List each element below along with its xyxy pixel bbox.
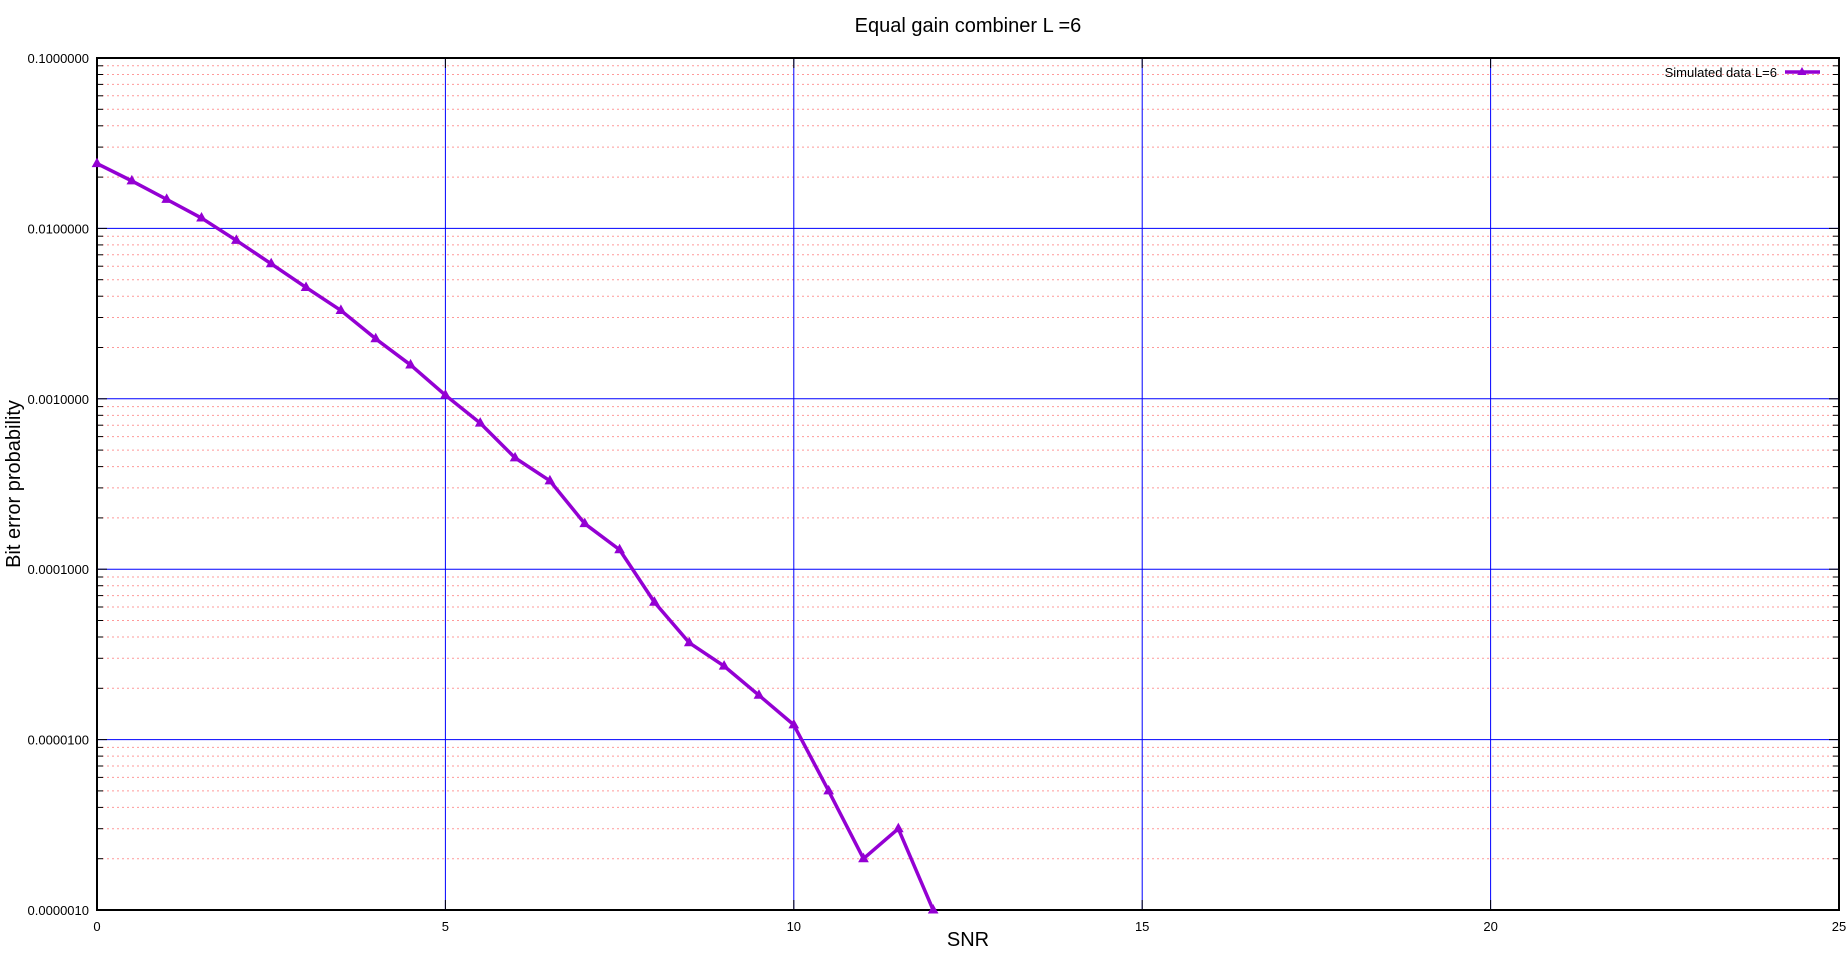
data-point [300,281,312,291]
data-point [440,389,451,399]
data-point [126,174,138,185]
data-point [683,636,695,647]
data-point [405,358,416,369]
data-point [753,689,765,699]
x-tick-label: 15 [1135,919,1149,934]
x-axis-title: SNR [947,929,989,951]
x-tick-label: 5 [442,919,449,934]
y-tick-label: 0.0100000 [28,221,89,236]
y-axis-title: Bit error probability [3,400,25,568]
data-point [370,332,382,343]
y-tick-label: 0.0001000 [28,562,89,577]
series-layer [91,157,939,914]
data-point [161,193,173,203]
data-point [335,304,347,314]
data-point [544,474,556,485]
legend-label: Simulated data L=6 [1665,65,1777,80]
data-point [892,822,904,833]
data-point [231,234,242,244]
y-tick-label: 0.0010000 [28,392,89,407]
minor-grid [97,65,1839,860]
x-tick-label: 10 [787,919,801,934]
major-grid [97,58,1839,910]
data-point [823,784,834,795]
tick-marks [96,57,1840,911]
data-point [579,517,591,528]
y-tick-label: 0.1000000 [28,51,89,66]
legend: Simulated data L=6 [1665,65,1820,80]
x-tick-label: 25 [1832,919,1846,934]
data-point [788,718,800,729]
data-point [649,596,660,606]
x-tick-label: 0 [93,919,100,934]
chart-title: Equal gain combiner L =6 [855,15,1082,37]
data-point [927,903,939,914]
data-point [196,212,207,222]
data-point [614,543,625,554]
data-point [91,157,103,168]
data-point [265,257,277,268]
plot-frame [96,57,1840,911]
x-tick-label: 20 [1483,919,1497,934]
y-tick-label: 0.0000100 [28,733,89,748]
data-point [474,417,486,427]
data-point [509,451,521,462]
tick-labels: 0 5 10 15 20 25 0.1000000 0.0100000 0.0010000 0.0… [28,51,1846,934]
data-point [858,852,869,863]
data-point [718,660,730,670]
legend-swatch-marker [1797,67,1807,75]
y-tick-label: 0.0000010 [28,903,89,918]
